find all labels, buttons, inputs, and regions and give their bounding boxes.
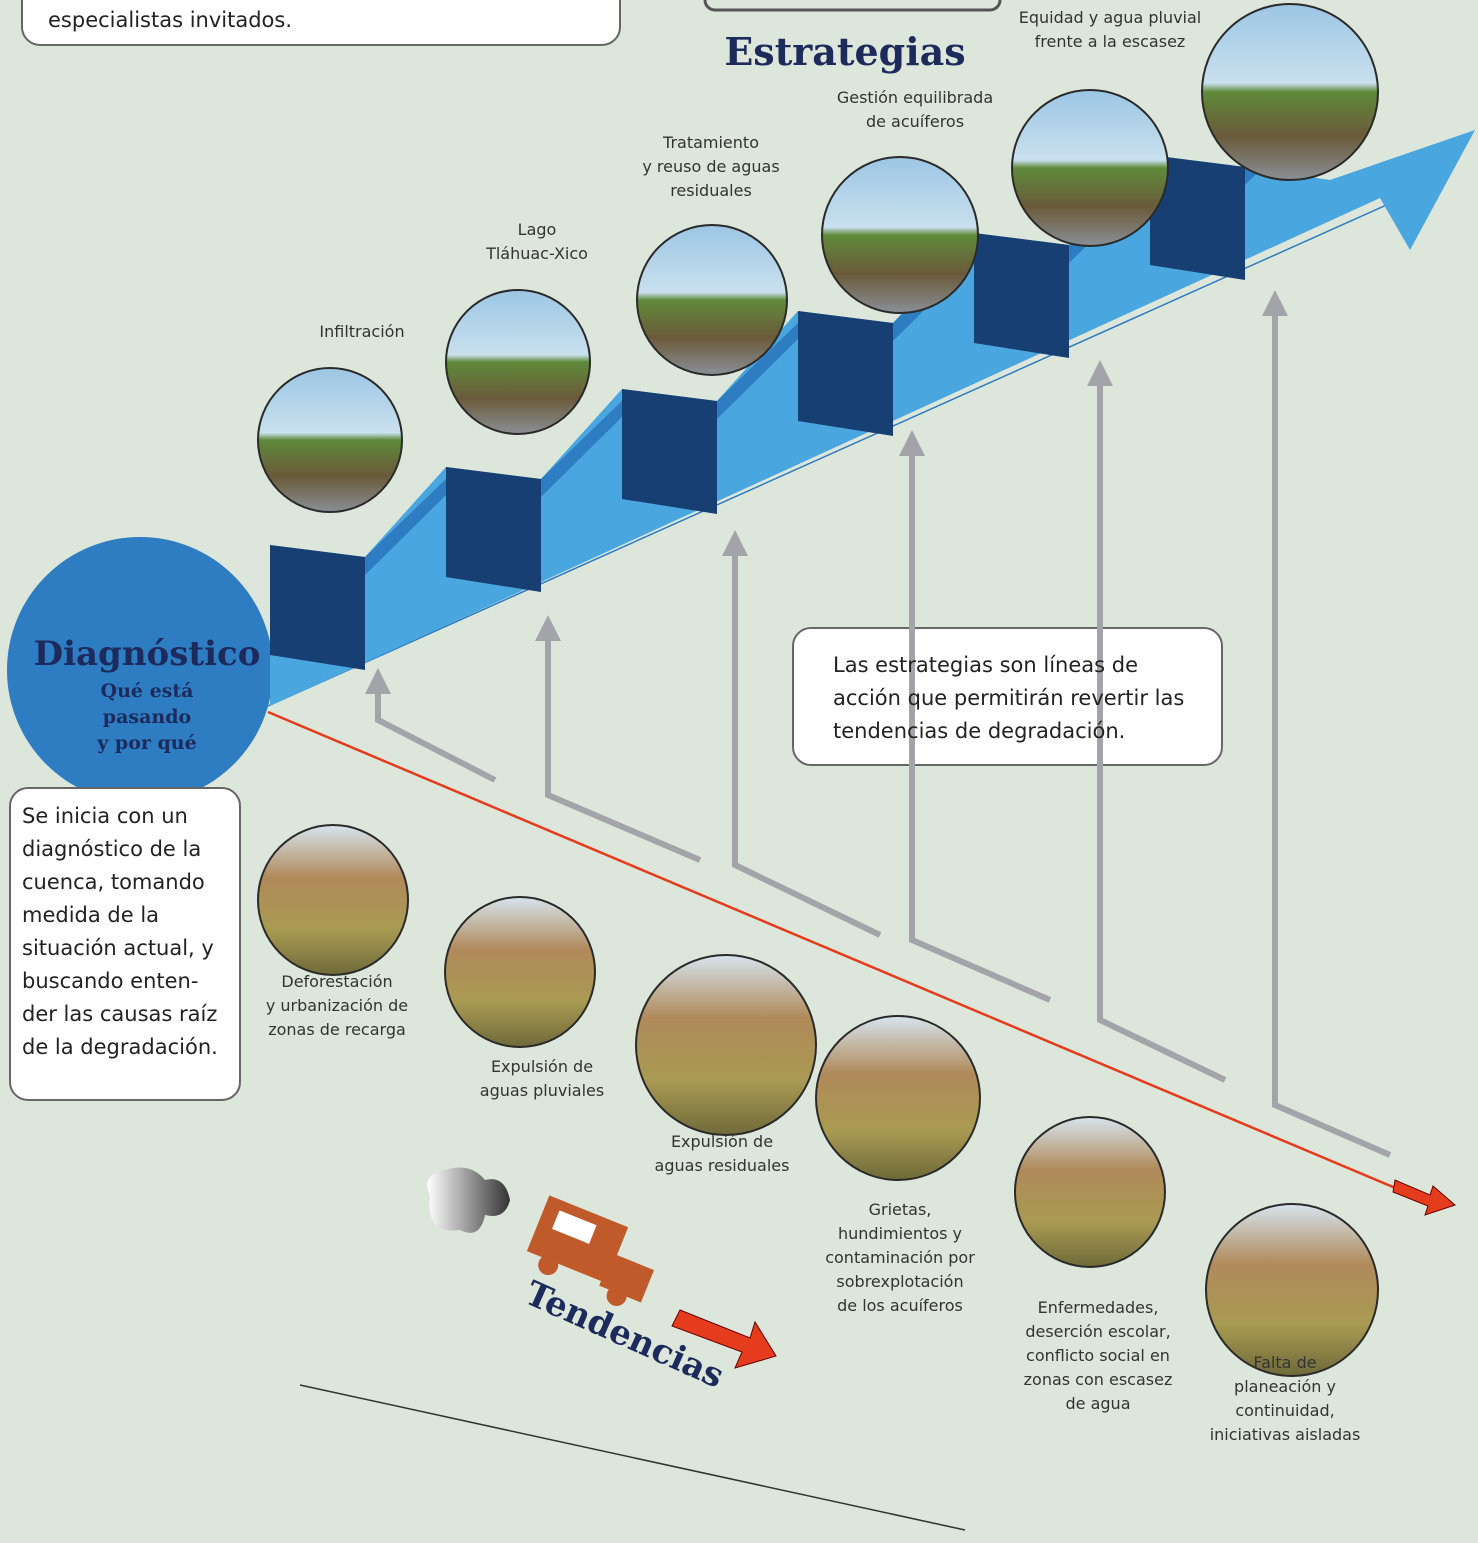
diagnostic-subtitle: pasando bbox=[103, 706, 191, 728]
arrow bbox=[1275, 310, 1390, 1155]
arrow-head bbox=[722, 530, 748, 556]
section-title: Estrategias bbox=[724, 29, 965, 74]
illustration bbox=[445, 897, 595, 1047]
strategy-label: residuales bbox=[670, 181, 752, 200]
stair-riser bbox=[622, 389, 717, 514]
illustration bbox=[258, 825, 408, 975]
note-text: situación actual, y bbox=[22, 936, 214, 960]
tendency-label: zonas de recarga bbox=[268, 1020, 406, 1039]
note-text: medida de la bbox=[22, 903, 159, 927]
note-box bbox=[705, 0, 1000, 10]
illustration bbox=[1015, 1117, 1165, 1267]
tendency-label: Deforestación bbox=[281, 972, 392, 991]
arrow-head bbox=[1262, 290, 1288, 316]
illustration bbox=[1206, 1204, 1378, 1376]
arrow bbox=[1393, 1180, 1455, 1215]
tendency-label: de agua bbox=[1066, 1394, 1131, 1413]
tendency-label: aguas residuales bbox=[655, 1156, 790, 1175]
stair-riser bbox=[270, 545, 365, 670]
arrow bbox=[548, 635, 700, 860]
note-text: buscando enten- bbox=[22, 969, 198, 993]
illustration bbox=[822, 157, 978, 313]
arrow-head bbox=[365, 668, 391, 694]
note-text: especialistas invitados. bbox=[48, 8, 292, 32]
infographic: especialistas invitados. Estrategias Dia… bbox=[0, 0, 1478, 1543]
strategy-label: Lago bbox=[518, 220, 557, 239]
tendency-label: iniciativas aisladas bbox=[1210, 1425, 1361, 1444]
tendency-label: deserción escolar, bbox=[1025, 1322, 1170, 1341]
note-text: cuenca, tomando bbox=[22, 870, 205, 894]
note-text: de la degradación. bbox=[22, 1035, 218, 1059]
strategy-label: y reuso de aguas bbox=[642, 157, 779, 176]
stair-riser bbox=[446, 467, 541, 592]
arrow-head bbox=[899, 430, 925, 456]
tendency-label: y urbanización de bbox=[266, 996, 408, 1015]
tendency-label: continuidad, bbox=[1235, 1401, 1334, 1420]
illustration bbox=[1012, 90, 1168, 246]
tendency-label: Expulsión de bbox=[671, 1132, 773, 1151]
note-text: Se inicia con un bbox=[22, 804, 188, 828]
stair-riser bbox=[798, 311, 893, 436]
note-text: der las causas raíz bbox=[22, 1002, 217, 1026]
tendency-label: zonas con escasez bbox=[1024, 1370, 1173, 1389]
note-text: acción que permitirán revertir las bbox=[833, 686, 1184, 710]
illustration bbox=[636, 955, 816, 1135]
strategy-label: Tláhuac-Xico bbox=[485, 244, 588, 263]
strategy-label: de acuíferos bbox=[866, 112, 964, 131]
smoke bbox=[427, 1168, 510, 1233]
baseline bbox=[300, 1385, 965, 1530]
illustration bbox=[1202, 4, 1378, 180]
illustration bbox=[446, 290, 590, 434]
tendency-label: Grietas, bbox=[869, 1200, 932, 1219]
strategy-label: Tratamiento bbox=[662, 133, 759, 152]
tendency-label: Enfermedades, bbox=[1038, 1298, 1159, 1317]
strategy-label: Equidad y agua pluvial bbox=[1019, 8, 1202, 27]
illustration bbox=[816, 1016, 980, 1180]
tendency-label: conflicto social en bbox=[1026, 1346, 1170, 1365]
tendency-label: hundimientos y bbox=[838, 1224, 962, 1243]
strategy-label: frente a la escasez bbox=[1035, 32, 1186, 51]
note-text: tendencias de degradación. bbox=[833, 719, 1125, 743]
tendency-label: de los acuíferos bbox=[837, 1296, 963, 1315]
tendency-label: Falta de bbox=[1253, 1353, 1316, 1372]
stair-riser bbox=[974, 233, 1069, 358]
diagnostic-title: Diagnóstico bbox=[34, 634, 261, 674]
diagnostic-subtitle: y por qué bbox=[96, 732, 196, 754]
strategy-label: Infiltración bbox=[319, 322, 404, 341]
tendency-label: aguas pluviales bbox=[480, 1081, 604, 1100]
arrow-head bbox=[535, 615, 561, 641]
tendency-label: planeación y bbox=[1234, 1377, 1336, 1396]
note-text: diagnóstico de la bbox=[22, 837, 201, 861]
illustration bbox=[258, 368, 402, 512]
strategy-label: Gestión equilibrada bbox=[837, 88, 993, 107]
tendency-label: contaminación por bbox=[825, 1248, 975, 1267]
illustration bbox=[637, 225, 787, 375]
tendency-label: Expulsión de bbox=[491, 1057, 593, 1076]
note-text: Las estrategias son líneas de bbox=[833, 653, 1138, 677]
tendency-label: sobrexplotación bbox=[836, 1272, 963, 1291]
diagnostic-subtitle: Qué está bbox=[101, 680, 194, 702]
arrow-head bbox=[1087, 360, 1113, 386]
